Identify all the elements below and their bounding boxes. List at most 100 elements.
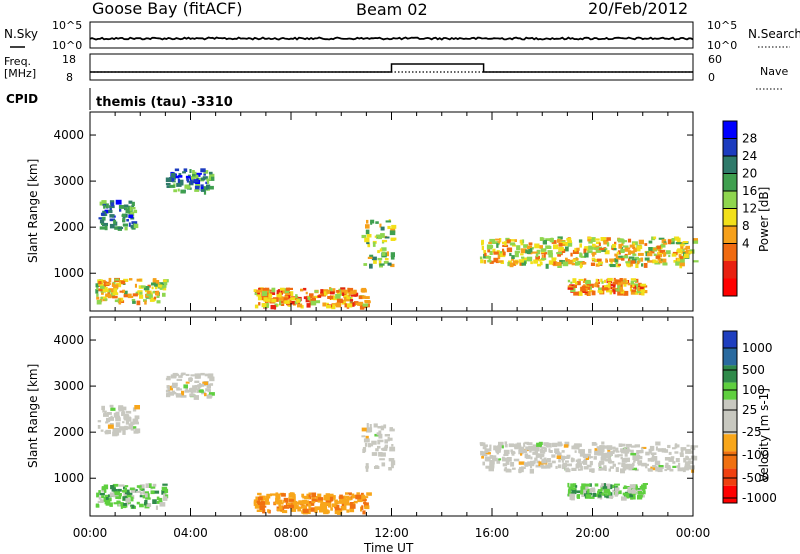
power-data-cell [180,189,186,194]
vel-data-cell [127,417,132,420]
date-title: 20/Feb/2012 [588,0,688,18]
power-data-cell [538,259,542,262]
vel-data-cell [118,405,124,410]
power-data-cell [521,256,525,259]
beam-title: Beam 02 [356,0,428,19]
power-data-cell [194,180,199,183]
vel-data-cell [112,483,119,487]
power-cbar-swatch [723,138,737,156]
vel-data-cell [98,496,102,500]
vel-data-cell [571,467,577,471]
vel-data-cell [608,495,614,498]
power-data-cell [675,261,681,266]
power-data-cell [132,300,136,304]
power-data-cell [262,291,268,297]
vel-data-cell [300,505,305,509]
vel-data-cell [341,500,346,503]
vel-data-cell [675,458,680,463]
vel-data-cell [506,457,512,462]
power-data-cell [348,292,351,296]
vel-data-cell [122,430,126,435]
vel-data-cell [356,492,360,495]
vel-data-cell [604,493,608,496]
vel-data-cell [600,483,604,487]
vel-cbar-swatch [723,417,737,435]
power-data-cell [483,259,487,264]
power-cbar-tick: 12 [742,202,757,216]
vel-data-cell [290,492,295,496]
vel-data-cell [384,439,388,444]
power-data-cell [119,298,122,304]
power-data-cell [114,278,120,281]
power-data-cell [108,209,113,214]
vel-data-cell [136,501,140,505]
power-data-cell [99,226,106,230]
vel-data-cell [522,466,526,469]
power-data-cell [653,253,657,256]
vel-data-cell [206,383,211,389]
power-data-cell [678,254,682,258]
power-data-cell [266,298,271,302]
power-data-cell [121,281,124,284]
power-data-cell [165,177,172,182]
power-data-cell [120,300,125,303]
power-data-cell [527,258,532,262]
vel-data-cell [501,445,504,449]
power-data-cell [604,287,609,291]
vel-data-cell [110,415,113,418]
vel-data-cell [690,465,695,470]
power-data-cell [278,295,283,301]
power-data-cell [115,199,122,205]
vel-data-cell [549,450,553,453]
vel-data-cell [580,491,584,495]
vel-data-cell [647,458,652,462]
vel-data-cell [110,407,116,411]
vel-data-cell [518,446,525,451]
vel-data-cell [383,447,388,451]
vel-data-cell [672,461,676,464]
vel-data-cell [334,499,338,503]
power-data-cell [112,292,119,296]
vel-data-cell [389,446,396,452]
power-data-cell [162,287,167,291]
vel-data-cell [561,455,566,461]
power-data-cell [156,300,161,304]
vel-cbar-swatch [723,434,737,452]
vel-data-cell [258,496,263,501]
vel-data-cell [600,456,606,461]
vel-data-cell [378,433,383,439]
power-data-cell [536,249,541,255]
vel-data-cell [341,503,346,507]
vel-data-cell [654,460,661,466]
vel-data-cell [330,507,333,511]
power-data-cell [587,236,592,240]
vel-data-cell [323,509,329,515]
power-data-cell [336,291,342,296]
power-data-cell [338,288,343,291]
power-data-cell [575,261,579,266]
vel-data-cell [628,467,635,471]
vel-data-cell [672,447,676,450]
vel-data-cell [281,506,285,511]
freq-right-tick-top: 60 [708,53,722,66]
power-data-cell [127,293,132,299]
power-data-cell [584,246,590,249]
power-data-cell [578,278,584,281]
power-data-cell [623,290,629,296]
power-data-cell [113,219,117,225]
power-data-cell [379,223,382,228]
vel-data-cell [627,493,634,498]
power-data-cell [285,287,290,291]
vel-data-cell [544,448,547,451]
velocity-colorbar-label: Velocity [m s-1] [757,388,771,482]
power-data-cell [535,253,539,258]
power-data-cell [287,291,294,296]
vel-data-cell [605,483,611,489]
vel-data-cell [631,489,637,494]
power-data-cell [601,280,604,284]
power-data-cell [603,285,608,289]
power-data-cell [610,283,616,287]
power-data-cell [644,257,650,261]
power-data-cell [590,262,595,266]
power-data-cell [270,304,276,310]
